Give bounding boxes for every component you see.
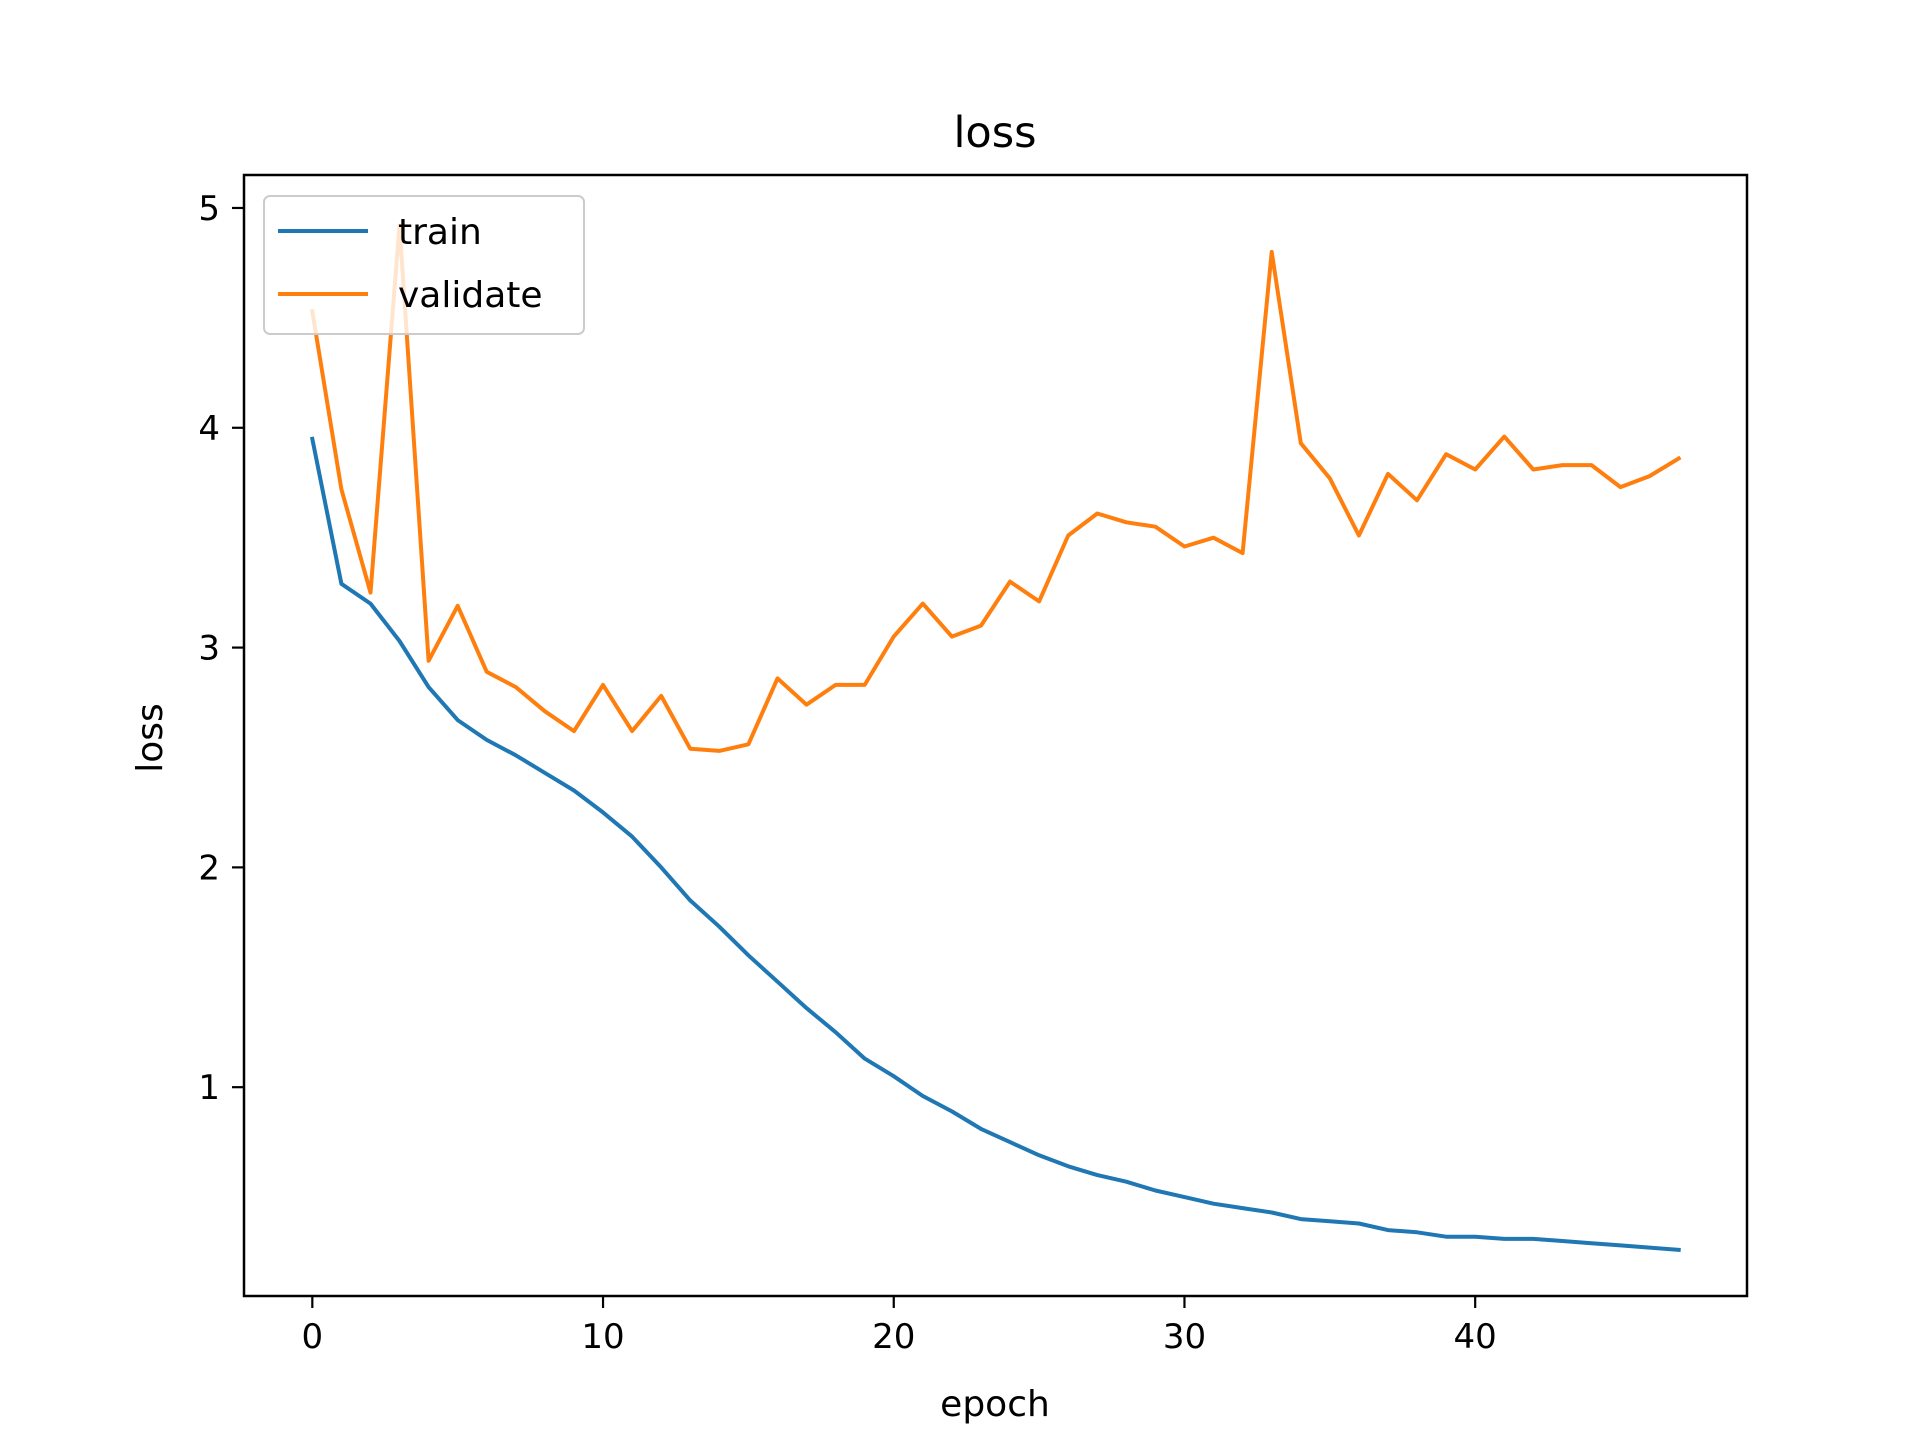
x-tick-label: 0 bbox=[301, 1317, 323, 1357]
y-tick-label: 1 bbox=[198, 1068, 220, 1108]
y-axis-ticks: 1 2 3 4 5 bbox=[198, 189, 244, 1108]
series-line-train bbox=[309, 436, 1681, 1252]
y-tick-label: 5 bbox=[198, 189, 220, 229]
legend-label-validate: validate bbox=[398, 275, 543, 316]
plot-frame bbox=[242, 173, 1749, 1298]
y-tick-label: 3 bbox=[198, 629, 220, 669]
x-axis-ticks: 0 10 20 30 40 bbox=[301, 1296, 1497, 1357]
legend: train validate bbox=[263, 195, 585, 335]
chart-title: loss bbox=[953, 108, 1036, 158]
series-layer bbox=[309, 223, 1682, 1252]
x-tick-label: 20 bbox=[872, 1317, 915, 1357]
x-tick-label: 40 bbox=[1454, 1317, 1497, 1357]
series-line-validate bbox=[310, 223, 1682, 753]
x-tick-label: 10 bbox=[581, 1317, 624, 1357]
legend-label-train: train bbox=[398, 212, 482, 253]
y-axis-label: loss bbox=[130, 703, 171, 773]
x-tick-label: 30 bbox=[1163, 1317, 1206, 1357]
y-tick-label: 4 bbox=[198, 409, 220, 449]
y-tick-label: 2 bbox=[198, 848, 220, 888]
x-axis-label: epoch bbox=[940, 1384, 1050, 1425]
